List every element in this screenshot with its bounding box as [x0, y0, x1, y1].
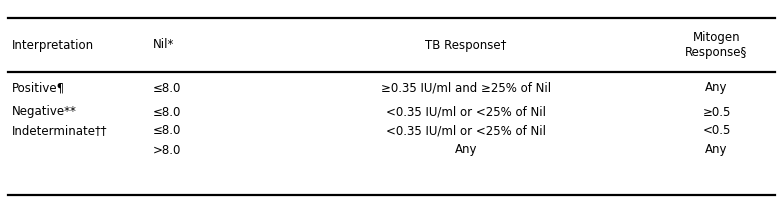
Text: Nil*: Nil* — [153, 38, 174, 51]
Text: <0.35 IU/ml or <25% of Nil: <0.35 IU/ml or <25% of Nil — [386, 105, 546, 118]
Text: Any: Any — [455, 143, 477, 156]
Text: <0.5: <0.5 — [702, 125, 731, 138]
Text: Mitogen
Response§: Mitogen Response§ — [685, 31, 748, 59]
Text: ≥0.5: ≥0.5 — [702, 105, 731, 118]
Text: TB Response†: TB Response† — [425, 38, 507, 51]
Text: ≤8.0: ≤8.0 — [153, 81, 181, 94]
Text: Indeterminate††: Indeterminate†† — [12, 125, 107, 138]
Text: ≤8.0: ≤8.0 — [153, 125, 181, 138]
Text: Interpretation: Interpretation — [12, 38, 94, 51]
Text: <0.35 IU/ml or <25% of Nil: <0.35 IU/ml or <25% of Nil — [386, 125, 546, 138]
Text: ≤8.0: ≤8.0 — [153, 105, 181, 118]
Text: Negative**: Negative** — [12, 105, 77, 118]
Text: >8.0: >8.0 — [153, 143, 181, 156]
Text: Positive¶: Positive¶ — [12, 81, 65, 94]
Text: ≥0.35 IU/ml and ≥25% of Nil: ≥0.35 IU/ml and ≥25% of Nil — [381, 81, 551, 94]
Text: Any: Any — [705, 81, 727, 94]
Text: Any: Any — [705, 143, 727, 156]
